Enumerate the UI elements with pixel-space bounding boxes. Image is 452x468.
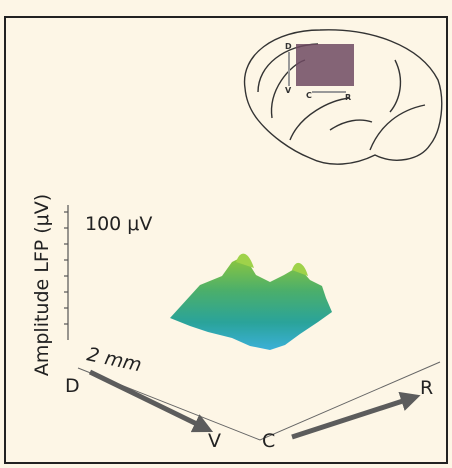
amplitude-scale: 100 μV xyxy=(85,213,152,235)
direction-label: V xyxy=(208,430,221,452)
direction-label: R xyxy=(420,377,433,399)
inset-label: D xyxy=(285,42,292,51)
inset-label: V xyxy=(285,86,292,95)
axis-label: Amplitude LFP (μV) xyxy=(31,194,53,376)
page: D V C R Amplitude LFP (μV) 100 μV 2 mm D… xyxy=(0,0,452,468)
inset-label: R xyxy=(345,93,351,102)
direction-label: D xyxy=(65,375,80,397)
recording-area xyxy=(296,44,354,86)
direction-label: C xyxy=(262,430,275,452)
figure-panel: D V C R Amplitude LFP (μV) 100 μV 2 mm D… xyxy=(0,0,452,468)
inset-label: C xyxy=(306,91,312,100)
